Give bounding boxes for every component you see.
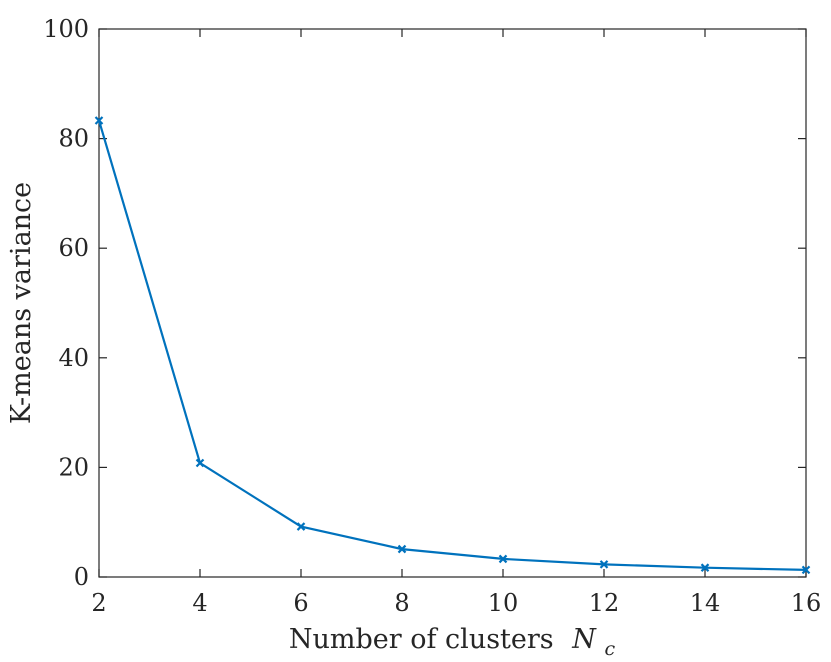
series-layer <box>94 116 811 575</box>
data-point-marker <box>296 522 306 531</box>
x-tick-label: 4 <box>192 589 207 617</box>
data-point-marker <box>700 563 710 572</box>
x-tick-label: 14 <box>690 589 721 617</box>
data-point-marker <box>498 554 508 564</box>
x-axis-label-subscript: c <box>604 638 615 660</box>
data-point-marker <box>397 544 407 554</box>
x-tick-label: 12 <box>589 589 620 617</box>
x-axis-label-symbol: N <box>571 624 597 655</box>
data-point-marker <box>801 565 811 575</box>
x-axis-ticks: 2 4 6 8 10 12 14 16 <box>91 29 821 617</box>
x-tick-label: 16 <box>791 589 822 617</box>
x-tick-label: 8 <box>394 589 409 617</box>
x-axis-label: Number of clusters N c <box>289 624 616 660</box>
y-tick-label: 0 <box>74 563 89 591</box>
data-point-marker <box>94 116 104 125</box>
y-tick-label: 100 <box>43 15 89 43</box>
y-tick-label: 40 <box>58 344 89 372</box>
data-point-marker <box>195 458 205 468</box>
y-tick-label: 20 <box>58 453 89 481</box>
y-tick-label: 80 <box>58 125 89 153</box>
x-tick-label: 2 <box>91 589 106 617</box>
y-axis-label: K-means variance <box>6 182 37 424</box>
x-tick-label: 10 <box>488 589 519 617</box>
data-point-marker <box>599 560 609 569</box>
y-axis-ticks: 0 20 40 60 80 100 <box>43 15 806 591</box>
y-tick-label: 60 <box>58 234 89 262</box>
x-axis-label-text: Number of clusters <box>289 624 554 655</box>
x-tick-label: 6 <box>293 589 308 617</box>
plot-area-box <box>98 28 807 578</box>
series-line <box>97 120 807 571</box>
